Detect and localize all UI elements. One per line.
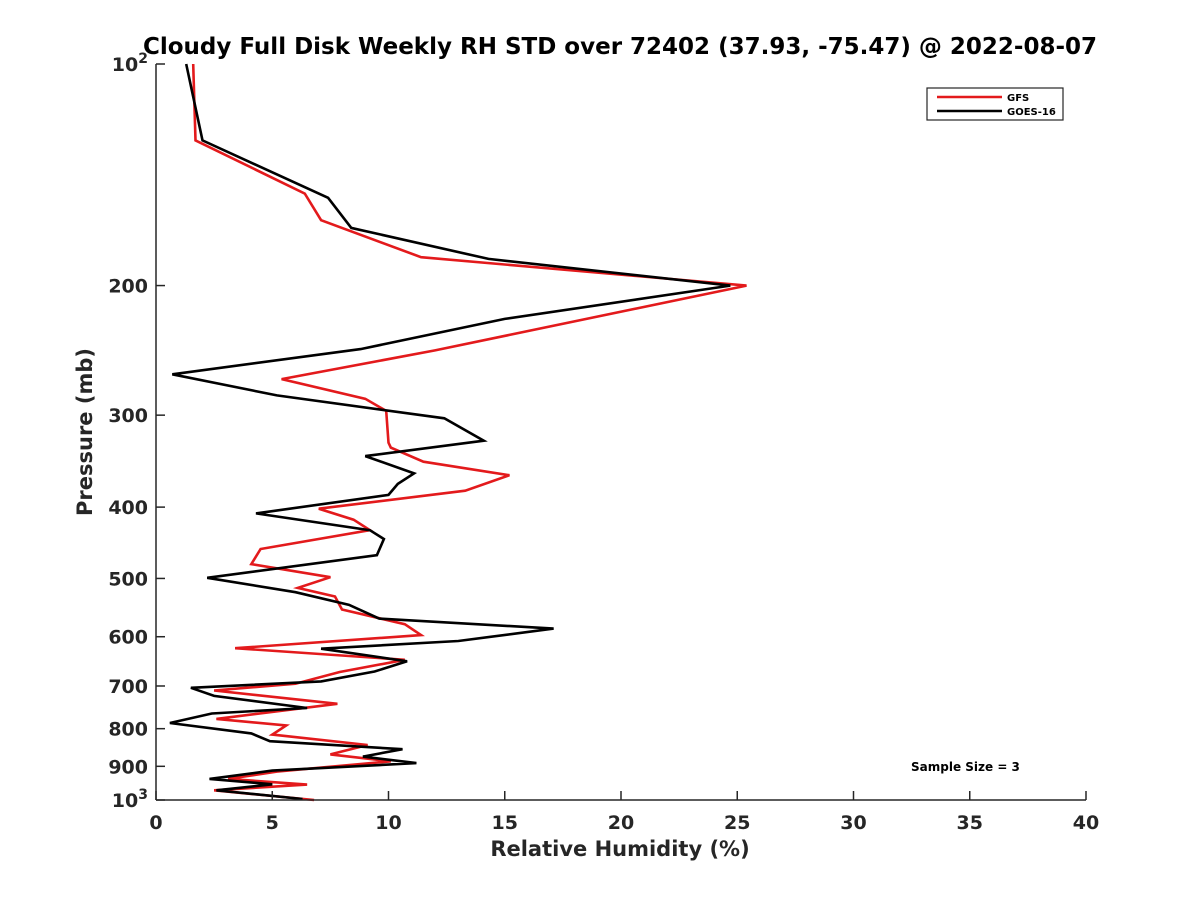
- y-tick-label-9: 103: [112, 787, 148, 812]
- chart-title: Cloudy Full Disk Weekly RH STD over 7240…: [143, 34, 1097, 60]
- x-tick-label-3: 15: [492, 812, 518, 834]
- y-tick-label-6: 700: [108, 676, 148, 698]
- y-tick-label-7: 800: [108, 719, 148, 741]
- x-tick-label-6: 30: [840, 812, 866, 834]
- series-line-goes16: [169, 63, 731, 801]
- x-axis-label: Relative Humidity (%): [490, 837, 749, 861]
- series-line-gfs: [191, 63, 747, 802]
- x-tick-label-5: 25: [724, 812, 750, 834]
- legend: GFS GOES-16: [926, 87, 1064, 121]
- legend-box: [926, 87, 1064, 121]
- y-ticks: 102 200 300 400 500 600 700 800 900 103: [108, 51, 165, 812]
- y-tick-label-4: 500: [108, 568, 148, 590]
- y-tick-label-1: 200: [108, 276, 148, 298]
- x-tick-label-7: 35: [957, 812, 983, 834]
- series-layer: [169, 63, 747, 802]
- y-tick-label-0: 102: [112, 51, 148, 76]
- x-tick-label-4: 20: [608, 812, 634, 834]
- x-tick-label-8: 40: [1073, 812, 1099, 834]
- y-tick-label-8: 900: [108, 756, 148, 778]
- y-tick-label-2: 300: [108, 405, 148, 427]
- x-tick-label-1: 5: [266, 812, 279, 834]
- legend-label-goes16: GOES-16: [1007, 107, 1056, 118]
- sample-size-annotation: Sample Size = 3: [911, 760, 1020, 774]
- y-axis-label: Pressure (mb): [73, 348, 97, 516]
- x-tick-label-0: 0: [149, 812, 162, 834]
- plot-area: [156, 64, 1086, 800]
- x-tick-label-2: 10: [375, 812, 401, 834]
- legend-label-gfs: GFS: [1007, 93, 1029, 104]
- y-tick-label-3: 400: [108, 497, 148, 519]
- y-tick-label-5: 600: [108, 627, 148, 649]
- x-ticks: 0 5 10 15 20 25 30 35 40: [149, 791, 1099, 834]
